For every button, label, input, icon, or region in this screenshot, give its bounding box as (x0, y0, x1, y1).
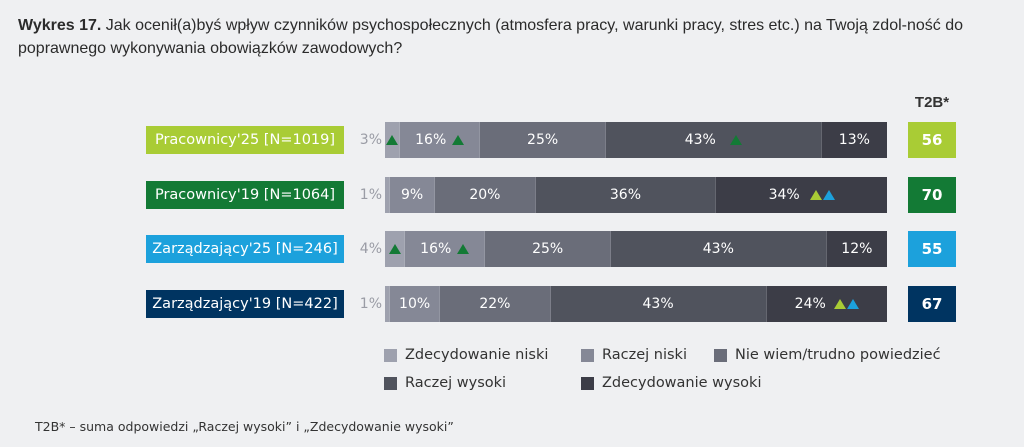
segment-value: 34% (768, 187, 800, 203)
legend-label: Nie wiem/trudno powiedzieć (735, 347, 941, 363)
segment-value: 43% (684, 132, 716, 148)
segment-value: 22% (479, 296, 511, 312)
legend-swatch (384, 348, 397, 362)
legend-label: Raczej wysoki (405, 375, 507, 391)
chart-title-text: Jak ocenił(a)byś wpływ czynników psychos… (18, 17, 964, 57)
triangle-up-icon (809, 190, 822, 200)
legend-item: Zdecydowanie wysoki (581, 375, 761, 391)
segment-raczej-wysoki: 36% (535, 177, 717, 213)
segment-value: 25% (532, 241, 564, 257)
segment-zdecydowanie-niski (385, 122, 401, 158)
triangle-up-icon (729, 135, 742, 145)
legend-label: Zdecydowanie wysoki (602, 375, 762, 391)
segment-raczej-niski: 16% (400, 122, 481, 158)
legend-label: Zdecydowanie niski (405, 347, 549, 363)
segment-zdecydowanie-niski (385, 286, 391, 322)
segment-zdecydowanie-wysoki: 12% (826, 231, 887, 267)
segment-value: 43% (702, 241, 734, 257)
t2b-value: 55 (908, 231, 956, 267)
footnote: T2B* – suma odpowiedzi „Raczej wysoki” i… (35, 419, 454, 434)
chart-row: Zarządzający'25 [N=246] 4% 16% 25% 43% 1… (0, 231, 1024, 267)
chart-row: Pracownicy'19 [N=1064] 1% 9% 20% 36% 34%… (0, 177, 1024, 213)
segment-value: 24% (794, 296, 826, 312)
segment-value: 25% (527, 132, 559, 148)
segment-value: 9% (400, 187, 424, 203)
segment-zdecydowanie-niski (385, 231, 406, 267)
segment-raczej-niski: 16% (405, 231, 486, 267)
legend-swatch (714, 348, 727, 362)
stacked-bar: 16% 25% 43% 12% (385, 231, 887, 267)
segment-nie-wiem: 25% (485, 231, 611, 267)
segment-value: 16% (415, 132, 447, 148)
chart-row: Pracownicy'25 [N=1019] 3% 16% 25% 43% 13… (0, 122, 1024, 158)
segment-nie-wiem: 20% (435, 177, 536, 213)
triangle-up-icon (457, 244, 470, 254)
segment-value: 16% (420, 241, 452, 257)
segment-value: 43% (642, 296, 674, 312)
t2b-header: T2B* (914, 94, 950, 111)
segment-value: 20% (469, 187, 501, 203)
segment-raczej-wysoki: 43% (550, 286, 767, 322)
triangle-up-icon (452, 135, 465, 145)
legend-swatch (581, 348, 594, 362)
pct-zdecydowanie-niski: 3% (359, 132, 382, 148)
row-label: Pracownicy'19 [N=1064] (146, 181, 344, 209)
legend-item: Zdecydowanie niski (384, 347, 548, 363)
segment-value: 36% (609, 187, 641, 203)
segment-raczej-niski: 9% (390, 177, 436, 213)
segment-zdecydowanie-wysoki: 13% (821, 122, 887, 158)
segment-value: 10% (399, 296, 431, 312)
pct-zdecydowanie-niski: 1% (359, 296, 382, 312)
segment-value: 13% (838, 132, 870, 148)
chart-row: Zarządzający'19 [N=422] 1% 10% 22% 43% 2… (0, 286, 1024, 322)
legend-label: Raczej niski (602, 347, 687, 363)
chart-title-prefix: Wykres 17. (18, 17, 102, 34)
triangle-up-icon (386, 135, 399, 145)
segment-raczej-niski: 10% (390, 286, 441, 322)
stacked-bar: 16% 25% 43% 13% (385, 122, 887, 158)
pct-zdecydowanie-niski: 4% (359, 241, 382, 257)
t2b-value: 67 (908, 286, 956, 322)
stacked-bar: 10% 22% 43% 24% (385, 286, 887, 322)
segment-zdecydowanie-wysoki: 24% (766, 286, 887, 322)
row-label: Zarządzający'25 [N=246] (146, 235, 344, 263)
t2b-value: 70 (908, 177, 956, 213)
row-label: Zarządzający'19 [N=422] (146, 290, 344, 318)
chart-title: Wykres 17. Jak ocenił(a)byś wpływ czynni… (18, 14, 1008, 60)
legend-swatch (581, 376, 594, 390)
segment-zdecydowanie-wysoki: 34% (716, 177, 887, 213)
triangle-up-icon (846, 299, 859, 309)
legend-item: Nie wiem/trudno powiedzieć (714, 347, 941, 363)
segment-nie-wiem: 25% (480, 122, 606, 158)
legend-item: Raczej niski (581, 347, 687, 363)
segment-raczej-wysoki: 43% (610, 231, 827, 267)
triangle-up-icon (833, 299, 846, 309)
segment-nie-wiem: 22% (440, 286, 551, 322)
row-label: Pracownicy'25 [N=1019] (146, 126, 344, 154)
pct-zdecydowanie-niski: 1% (359, 187, 382, 203)
legend-swatch (384, 376, 397, 390)
segment-raczej-wysoki: 43% (605, 122, 822, 158)
triangle-up-icon (388, 244, 401, 254)
t2b-value: 56 (908, 122, 956, 158)
stacked-bar: 9% 20% 36% 34% (385, 177, 887, 213)
legend-item: Raczej wysoki (384, 375, 506, 391)
segment-value: 12% (841, 241, 873, 257)
segment-zdecydowanie-niski (385, 177, 391, 213)
triangle-up-icon (822, 190, 835, 200)
